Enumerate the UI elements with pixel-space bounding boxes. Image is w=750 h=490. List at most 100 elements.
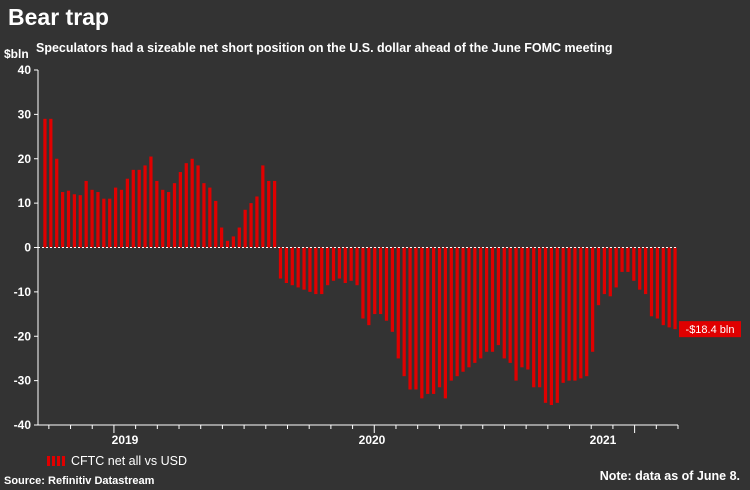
bar <box>479 247 483 359</box>
bar <box>673 247 677 330</box>
bar <box>532 247 536 388</box>
y-tick-label: 30 <box>18 107 32 121</box>
bar <box>214 200 218 248</box>
bar <box>526 247 530 370</box>
bar <box>579 247 583 379</box>
bar <box>296 247 300 288</box>
bar <box>349 247 353 281</box>
legend: CFTC net all vs USD <box>47 454 187 468</box>
bar <box>225 240 230 248</box>
y-tick-label: -10 <box>14 285 32 299</box>
bar <box>172 183 177 248</box>
bar <box>90 189 94 248</box>
bar <box>490 247 495 352</box>
bar <box>431 247 436 394</box>
bar <box>131 169 135 248</box>
source-text: Source: Refinitiv Datastream <box>4 475 155 487</box>
bar <box>520 247 524 368</box>
bar <box>632 247 636 281</box>
bar <box>320 247 324 295</box>
bar <box>367 247 371 326</box>
bar <box>84 180 88 248</box>
bar <box>373 247 377 315</box>
bar <box>620 247 624 272</box>
bar <box>308 247 312 292</box>
note-text: Note: data as of June 8. <box>599 469 740 483</box>
bar <box>196 165 200 248</box>
bar <box>602 247 607 295</box>
bar <box>243 209 247 248</box>
bar <box>143 165 147 248</box>
bar <box>272 180 277 248</box>
bar <box>426 247 430 394</box>
bar <box>667 247 671 328</box>
legend-swatch <box>47 456 65 466</box>
bar <box>455 247 459 377</box>
bar <box>461 247 465 372</box>
x-year-label: 2021 <box>590 433 617 447</box>
bar <box>255 196 259 248</box>
bar <box>155 180 159 248</box>
bar <box>331 247 336 281</box>
chart-title: Bear trap <box>8 4 109 30</box>
bar <box>202 183 206 248</box>
bar <box>626 247 630 272</box>
bar <box>402 247 406 377</box>
bar <box>237 227 241 248</box>
bar <box>290 247 294 286</box>
y-axis-label: $bln <box>4 47 29 61</box>
bar <box>585 247 589 377</box>
y-tick-label: -30 <box>14 374 32 388</box>
bar <box>649 247 654 317</box>
x-year-label: 2019 <box>112 433 139 447</box>
bar <box>208 187 212 248</box>
bar <box>267 180 271 248</box>
bar <box>325 247 330 286</box>
bar <box>190 158 194 248</box>
bar <box>43 118 47 248</box>
bar <box>590 247 595 352</box>
y-tick-label: 10 <box>18 196 32 210</box>
bar <box>355 247 359 286</box>
bar <box>420 247 424 399</box>
bars-layer <box>43 118 677 406</box>
legend-label: CFTC net all vs USD <box>71 454 187 468</box>
bar <box>219 227 224 248</box>
bar <box>608 247 612 297</box>
bar <box>508 247 512 363</box>
bar <box>543 247 548 403</box>
bar <box>502 247 506 359</box>
y-tick-label: 40 <box>18 63 32 77</box>
bar <box>561 247 565 383</box>
bar <box>278 247 283 279</box>
last-value-label: -$18.4 bln <box>686 324 735 336</box>
bar <box>655 247 660 319</box>
y-tick-label: 20 <box>18 152 32 166</box>
bar <box>408 247 412 390</box>
bar <box>149 156 153 248</box>
last-value-box <box>679 321 741 338</box>
bar <box>643 247 648 295</box>
bar <box>108 198 112 248</box>
bar <box>119 189 124 248</box>
y-tick-label: -40 <box>14 418 32 432</box>
bar <box>378 247 383 315</box>
bar <box>443 247 448 399</box>
bar <box>60 192 65 248</box>
bar <box>661 247 665 326</box>
y-tick-label: -20 <box>14 329 32 343</box>
bar <box>261 165 265 248</box>
bar <box>178 172 183 248</box>
bar <box>161 189 165 248</box>
axis-layer: 40 30 20 10 0 -10 -20 -30 -40 2019 2020 2021 <box>14 63 679 447</box>
bar <box>573 247 577 381</box>
bar <box>231 236 236 248</box>
bar <box>137 169 141 248</box>
bar <box>96 192 100 248</box>
bar <box>396 247 400 359</box>
bar <box>184 163 188 248</box>
bar <box>449 247 453 381</box>
bar <box>337 247 342 279</box>
bar <box>467 247 471 368</box>
